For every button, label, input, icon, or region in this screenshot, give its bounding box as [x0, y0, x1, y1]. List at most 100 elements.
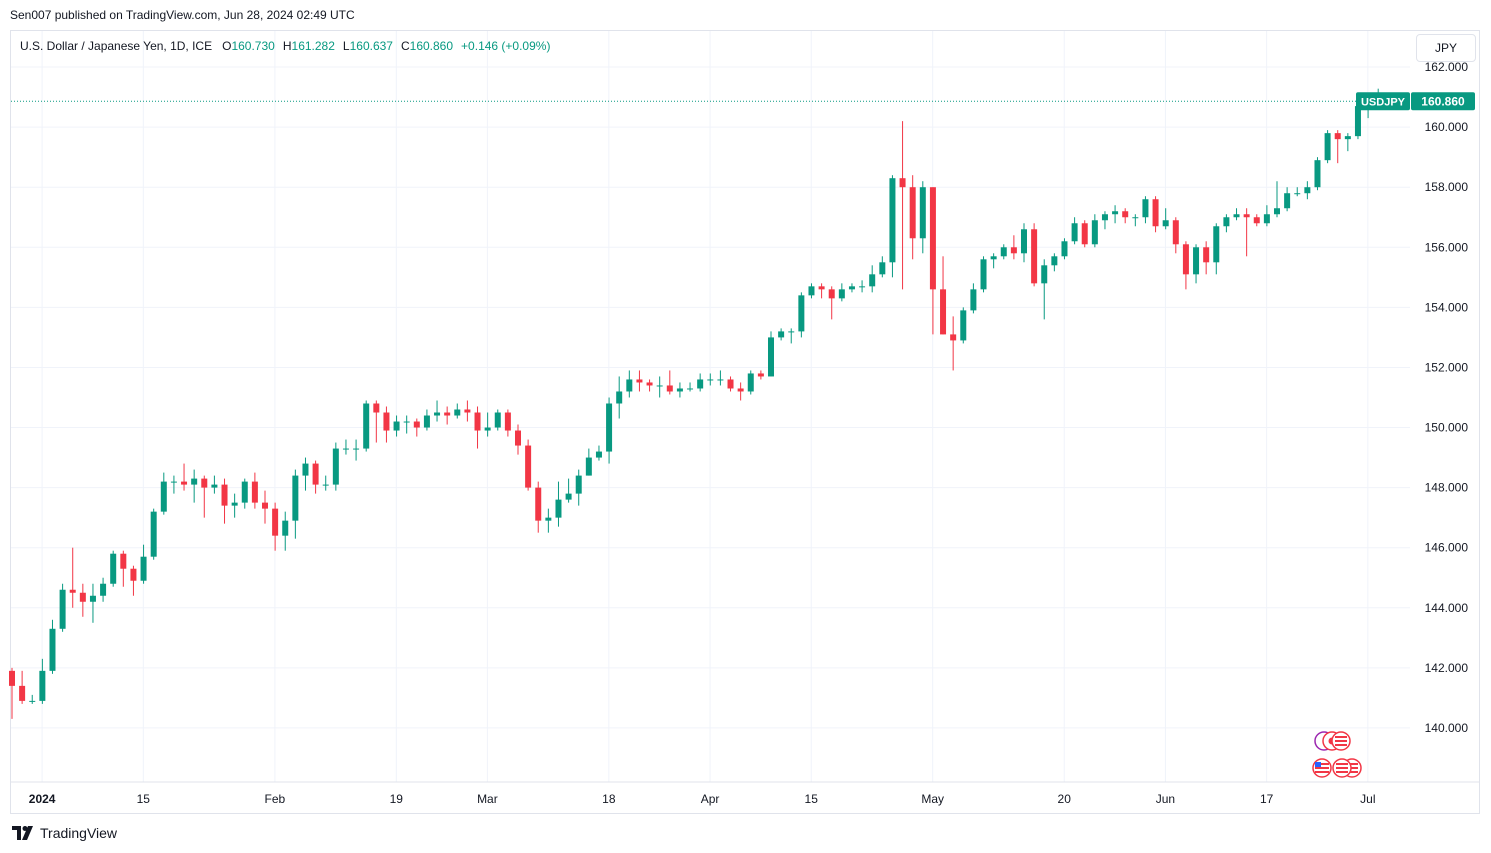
candle: [39, 658, 46, 704]
candle: [211, 475, 218, 494]
candle: [1334, 130, 1341, 164]
candle-body: [737, 388, 744, 392]
candle-body: [1253, 217, 1260, 224]
candle-body: [646, 382, 653, 386]
candle: [1274, 181, 1280, 218]
candle-body: [1021, 229, 1027, 254]
candle: [535, 481, 542, 533]
candlestick-series: [9, 88, 1382, 719]
candle-body: [879, 262, 886, 275]
symbol-description: U.S. Dollar / Japanese Yen, 1D, ICE: [20, 39, 213, 53]
candle-body: [130, 568, 137, 581]
candle-body: [757, 373, 764, 377]
candle: [808, 283, 815, 299]
candle: [848, 283, 855, 293]
candle: [960, 307, 967, 344]
low-label: L: [342, 39, 350, 53]
candle-body: [191, 478, 198, 485]
candle-body: [535, 487, 542, 521]
currency-button[interactable]: JPY: [1416, 34, 1476, 62]
candle-body: [869, 274, 876, 287]
candle: [1263, 205, 1270, 227]
candle: [687, 382, 694, 392]
candle: [19, 670, 26, 704]
candle-body: [292, 475, 299, 521]
chart-legend: U.S. Dollar / Japanese Yen, 1D, ICE O 160…: [20, 39, 558, 53]
candle: [262, 490, 268, 524]
candle: [241, 478, 248, 509]
candle: [606, 397, 613, 464]
candle-body: [363, 403, 370, 449]
price-axis: 140.000 142.000 144.000 146.000 148.000 150.0…: [1425, 60, 1469, 735]
y-tick-label: 158.000: [1425, 180, 1469, 194]
candle: [757, 370, 764, 380]
x-tick-label: 15: [137, 792, 151, 806]
tradingview-brand[interactable]: TradingView: [12, 825, 117, 841]
candle-body: [19, 685, 26, 701]
candle: [1182, 241, 1189, 290]
candle-body: [626, 379, 633, 392]
candle-body: [1081, 223, 1088, 245]
candle-body: [282, 520, 289, 536]
candle-body: [1223, 217, 1230, 227]
candle-body: [1101, 214, 1108, 221]
chart-grid: [11, 31, 1479, 783]
candle-body: [525, 445, 532, 488]
candle: [1132, 214, 1139, 227]
candle: [282, 511, 289, 551]
y-tick-label: 160.000: [1425, 120, 1469, 134]
candle-body: [616, 391, 623, 404]
candle-body: [9, 670, 15, 686]
price-tag-symbol: USDJPY: [1361, 96, 1406, 108]
candle-body: [69, 589, 76, 593]
candle-body: [89, 595, 96, 602]
candle-body: [49, 628, 56, 671]
candle: [150, 508, 157, 560]
candle-body: [727, 379, 734, 389]
candle-body: [909, 187, 916, 239]
candle: [788, 328, 795, 344]
candle: [504, 409, 511, 437]
candle: [666, 370, 673, 395]
candle-body: [1344, 136, 1351, 140]
candle-body: [889, 178, 896, 263]
candle: [292, 469, 299, 539]
candle-body: [555, 499, 562, 518]
candle-body: [1122, 211, 1129, 218]
candle-body: [585, 457, 592, 476]
candle-body: [100, 583, 107, 596]
candle: [747, 370, 754, 395]
candle-body: [1071, 223, 1078, 242]
candle-body: [201, 478, 208, 488]
candle-body: [444, 412, 451, 416]
candle: [525, 439, 532, 491]
candle-body: [595, 451, 602, 458]
candle: [595, 445, 602, 461]
low-value: 160.637: [349, 39, 393, 53]
candle-body: [262, 502, 268, 509]
candle-body: [120, 553, 127, 569]
candle: [727, 376, 734, 392]
candle: [170, 475, 177, 494]
event-icon: [1332, 758, 1352, 778]
candle-body: [828, 289, 835, 299]
x-tick-label: Feb: [265, 792, 286, 806]
close-label: C: [400, 39, 410, 53]
candle: [1203, 241, 1210, 275]
candle-body: [342, 448, 349, 450]
x-tick-label: Mar: [477, 792, 498, 806]
candle-body: [484, 427, 491, 431]
candle: [302, 457, 309, 491]
candle: [585, 448, 592, 476]
candle-body: [423, 415, 430, 428]
candle-body: [373, 403, 380, 413]
candle: [363, 400, 370, 452]
candle-body: [170, 481, 177, 483]
candle-body: [1162, 220, 1169, 227]
candle: [1233, 208, 1240, 221]
candle-body: [1091, 220, 1098, 245]
candle-body: [1000, 247, 1007, 257]
candle: [737, 382, 744, 401]
candle: [1284, 187, 1291, 212]
